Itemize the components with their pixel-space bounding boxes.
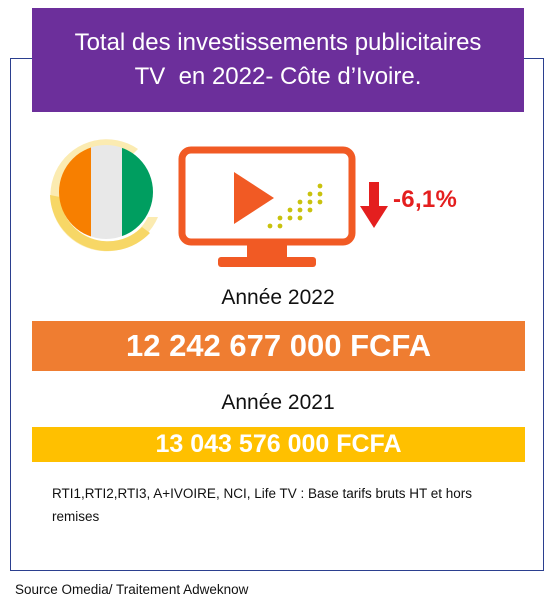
amount-2021-value: 13 043 576 000 FCFA — [155, 430, 402, 458]
change-percent: -6,1% — [393, 186, 458, 213]
amount-2022-value: 12 242 677 000 FCFA — [125, 328, 432, 363]
source-credit: Source Omedia/ Traitement Adweknow — [15, 582, 249, 597]
amount-2022-bar: 12 242 677 000 FCFA — [32, 321, 525, 371]
television-play-icon — [178, 146, 356, 274]
title-line-1: Total des investissements publicitaires — [74, 29, 482, 56]
title-banner: Total des investissements publicitaires … — [32, 8, 524, 112]
title-line-2: TV en 2022- Côte d’Ivoire. — [134, 63, 422, 90]
channels-note: RTI1,RTI2,RTI3, A+IVOIRE, NCI, Life TV :… — [52, 486, 473, 524]
amount-2021-bar: 13 043 576 000 FCFA — [32, 427, 525, 462]
down-arrow-icon — [360, 182, 388, 228]
year-2021-label: Année 2021 — [221, 391, 335, 414]
year-2022-label: Année 2022 — [221, 286, 335, 309]
cote-divoire-flag-icon — [30, 125, 165, 265]
